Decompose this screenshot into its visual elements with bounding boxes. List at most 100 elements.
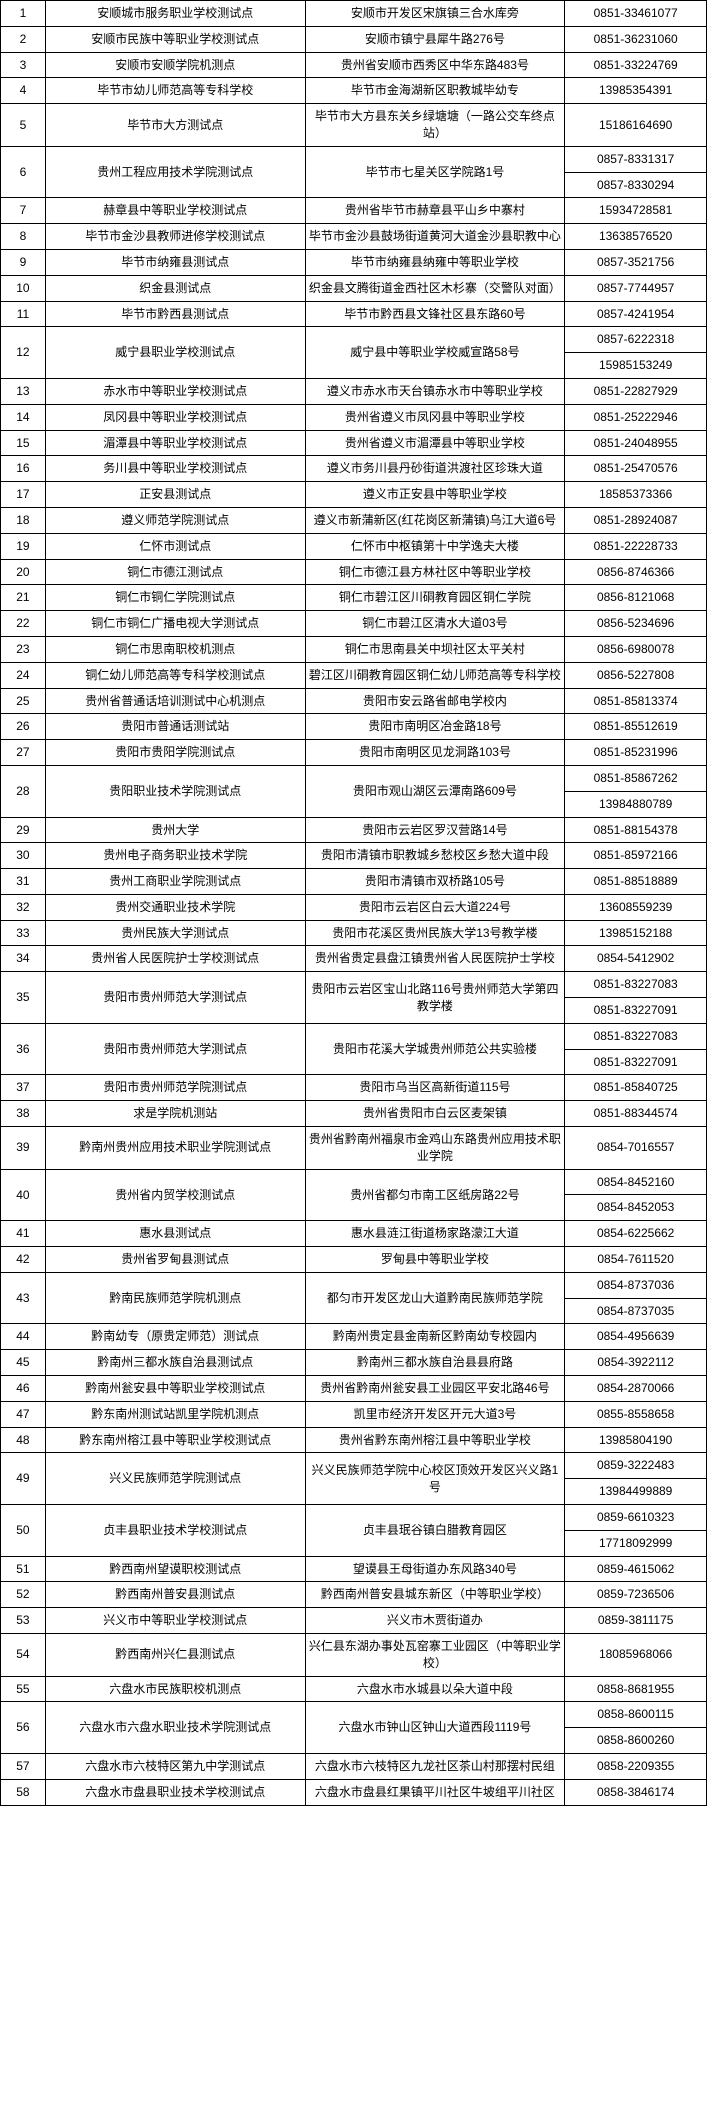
site-name: 铜仁幼儿师范高等专科学校测试点 [45, 662, 305, 688]
site-phone: 0851-22228733 [565, 533, 707, 559]
site-name: 贵阳市贵州师范学院测试点 [45, 1075, 305, 1101]
site-phone: 0851-85512619 [565, 714, 707, 740]
site-name: 贵州电子商务职业技术学院 [45, 843, 305, 869]
table-row: 44黔南幼专（原贵定师范）测试点黔南州贵定县金南新区黔南幼专校园内0854-49… [1, 1324, 707, 1350]
site-name: 务川县中等职业学校测试点 [45, 456, 305, 482]
site-address: 贵阳市花溪区贵州民族大学13号教学楼 [305, 920, 565, 946]
site-address: 遵义市新蒲新区(红花岗区新蒲镇)乌江大道6号 [305, 507, 565, 533]
site-address: 毕节市金海湖新区职教城毕幼专 [305, 78, 565, 104]
site-phone: 0851-85231996 [565, 740, 707, 766]
row-number: 11 [1, 301, 46, 327]
site-name: 赤水市中等职业学校测试点 [45, 378, 305, 404]
site-address: 贵州省黔东南州榕江县中等职业学校 [305, 1427, 565, 1453]
site-address: 六盘水市钟山区钟山大道西段1119号 [305, 1702, 565, 1754]
table-row: 41惠水县测试点惠水县涟江街道杨家路濛江大道0854-6225662 [1, 1221, 707, 1247]
site-name: 贞丰县职业技术学校测试点 [45, 1505, 305, 1557]
site-phone: 0857-8331317 [565, 146, 707, 172]
table-row: 7赫章县中等职业学校测试点贵州省毕节市赫章县平山乡中寨村15934728581 [1, 198, 707, 224]
row-number: 31 [1, 869, 46, 895]
site-phone: 15186164690 [565, 104, 707, 147]
site-name: 毕节市大方测试点 [45, 104, 305, 147]
site-address: 都匀市开发区龙山大道黔南民族师范学院 [305, 1272, 565, 1324]
site-name: 威宁县职业学校测试点 [45, 327, 305, 379]
row-number: 51 [1, 1556, 46, 1582]
site-phone: 0851-88154378 [565, 817, 707, 843]
row-number: 18 [1, 507, 46, 533]
table-row: 14凤冈县中等职业学校测试点贵州省遵义市凤冈县中等职业学校0851-252229… [1, 404, 707, 430]
site-name: 兴义民族师范学院测试点 [45, 1453, 305, 1505]
table-row: 50贞丰县职业技术学校测试点贞丰县珉谷镇白腊教育园区0859-6610323 [1, 1505, 707, 1531]
site-phone: 13984499889 [565, 1479, 707, 1505]
site-address: 威宁县中等职业学校威宣路58号 [305, 327, 565, 379]
row-number: 16 [1, 456, 46, 482]
site-address: 罗甸县中等职业学校 [305, 1247, 565, 1273]
site-name: 黔南州贵州应用技术职业学院测试点 [45, 1127, 305, 1170]
site-phone: 0851-22827929 [565, 378, 707, 404]
site-phone: 0857-4241954 [565, 301, 707, 327]
row-number: 33 [1, 920, 46, 946]
site-name: 毕节市幼儿师范高等专科学校 [45, 78, 305, 104]
site-phone: 0851-83227083 [565, 972, 707, 998]
row-number: 45 [1, 1350, 46, 1376]
site-address: 贵州省贵定县盘江镇贵州省人民医院护士学校 [305, 946, 565, 972]
site-name: 安顺市民族中等职业学校测试点 [45, 26, 305, 52]
table-row: 48黔东南州榕江县中等职业学校测试点贵州省黔东南州榕江县中等职业学校139858… [1, 1427, 707, 1453]
row-number: 50 [1, 1505, 46, 1557]
site-phone: 13608559239 [565, 894, 707, 920]
site-address: 六盘水市水城县以朵大道中段 [305, 1676, 565, 1702]
site-phone: 0854-8452053 [565, 1195, 707, 1221]
site-phone: 0857-8330294 [565, 172, 707, 198]
site-address: 安顺市开发区宋旗镇三合水库旁 [305, 1, 565, 27]
testing-sites-table: 1安顺城市服务职业学校测试点安顺市开发区宋旗镇三合水库旁0851-3346107… [0, 0, 707, 1806]
site-address: 毕节市金沙县鼓场街道黄河大道金沙县职教中心 [305, 224, 565, 250]
table-row: 19仁怀市测试点仁怀市中枢镇第十中学逸夫大楼0851-22228733 [1, 533, 707, 559]
row-number: 52 [1, 1582, 46, 1608]
table-row: 21铜仁市铜仁学院测试点铜仁市碧江区川硐教育园区铜仁学院0856-8121068 [1, 585, 707, 611]
site-name: 安顺城市服务职业学校测试点 [45, 1, 305, 27]
site-name: 贵州工商职业学院测试点 [45, 869, 305, 895]
site-name: 六盘水市六盘水职业技术学院测试点 [45, 1702, 305, 1754]
site-name: 黔南州瓮安县中等职业学校测试点 [45, 1376, 305, 1402]
site-name: 毕节市金沙县教师进修学校测试点 [45, 224, 305, 250]
site-phone: 0858-8681955 [565, 1676, 707, 1702]
row-number: 22 [1, 611, 46, 637]
site-name: 贵州大学 [45, 817, 305, 843]
site-name: 织金县测试点 [45, 275, 305, 301]
site-phone: 13638576520 [565, 224, 707, 250]
site-name: 贵州省普通话培训测试中心机测点 [45, 688, 305, 714]
table-row: 47黔东南州测试站凯里学院机测点凯里市经济开发区开元大道3号0855-85586… [1, 1401, 707, 1427]
row-number: 53 [1, 1608, 46, 1634]
site-name: 求是学院机测站 [45, 1101, 305, 1127]
site-address: 遵义市务川县丹砂街道洪渡社区珍珠大道 [305, 456, 565, 482]
site-name: 贵州省内贸学校测试点 [45, 1169, 305, 1221]
site-name: 兴义市中等职业学校测试点 [45, 1608, 305, 1634]
table-row: 25贵州省普通话培训测试中心机测点贵阳市安云路省邮电学校内0851-858133… [1, 688, 707, 714]
site-address: 贵阳市南明区见龙洞路103号 [305, 740, 565, 766]
site-name: 湄潭县中等职业学校测试点 [45, 430, 305, 456]
site-address: 遵义市正安县中等职业学校 [305, 482, 565, 508]
table-row: 8毕节市金沙县教师进修学校测试点毕节市金沙县鼓场街道黄河大道金沙县职教中心136… [1, 224, 707, 250]
site-name: 六盘水市民族职校机测点 [45, 1676, 305, 1702]
site-address: 贵阳市南明区冶金路18号 [305, 714, 565, 740]
site-phone: 0854-2870066 [565, 1376, 707, 1402]
row-number: 7 [1, 198, 46, 224]
table-row: 11毕节市黔西县测试点毕节市黔西县文锋社区县东路60号0857-4241954 [1, 301, 707, 327]
row-number: 27 [1, 740, 46, 766]
site-phone: 13985152188 [565, 920, 707, 946]
site-phone: 0856-8746366 [565, 559, 707, 585]
site-address: 贵阳市乌当区高新街道115号 [305, 1075, 565, 1101]
table-row: 52黔西南州普安县测试点黔西南州普安县城东新区（中等职业学校）0859-7236… [1, 1582, 707, 1608]
site-phone: 0856-5227808 [565, 662, 707, 688]
site-name: 六盘水市六枝特区第九中学测试点 [45, 1753, 305, 1779]
row-number: 41 [1, 1221, 46, 1247]
table-row: 4毕节市幼儿师范高等专科学校毕节市金海湖新区职教城毕幼专13985354391 [1, 78, 707, 104]
row-number: 28 [1, 765, 46, 817]
row-number: 43 [1, 1272, 46, 1324]
row-number: 49 [1, 1453, 46, 1505]
row-number: 14 [1, 404, 46, 430]
table-row: 53兴义市中等职业学校测试点兴义市木贾街道办0859-3811175 [1, 1608, 707, 1634]
site-phone: 18085968066 [565, 1634, 707, 1677]
site-phone: 0854-6225662 [565, 1221, 707, 1247]
site-address: 贵州省毕节市赫章县平山乡中寨村 [305, 198, 565, 224]
table-row: 45黔南州三都水族自治县测试点黔南州三都水族自治县县府路0854-3922112 [1, 1350, 707, 1376]
